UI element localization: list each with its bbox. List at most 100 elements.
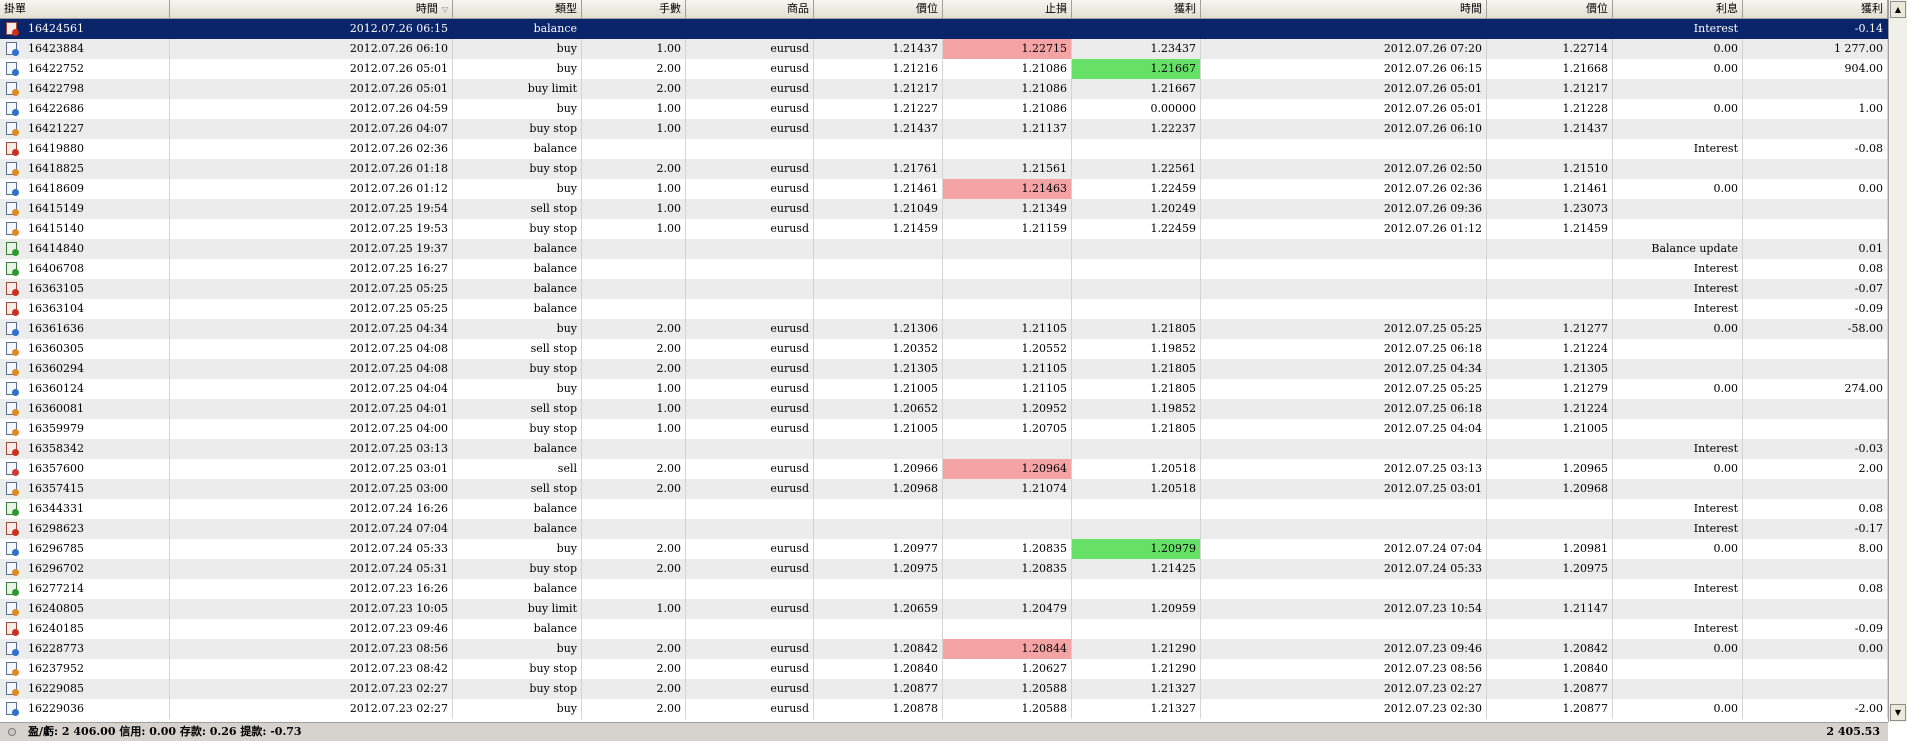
table-row[interactable]: 16296702 2012.07.24 05:31 buy stop 2.00 euru… <box>0 559 1888 579</box>
table-row[interactable]: 16229036 2012.07.23 02:27 buy 2.00 eurusd 1.2… <box>0 699 1888 719</box>
cell-text: Interest <box>1693 262 1738 275</box>
table-row[interactable]: 16415149 2012.07.25 19:54 sell stop 1.00 eur… <box>0 199 1888 219</box>
cell-text: 1.21086 <box>1021 102 1068 115</box>
cell-open-time: 2012.07.25 05:25 <box>170 279 453 299</box>
cell-close-time <box>1201 279 1487 299</box>
cell-profit <box>1743 659 1888 679</box>
cell-text: buy <box>556 62 577 75</box>
vertical-scrollbar[interactable]: ▲ ▼ <box>1888 0 1907 722</box>
table-row[interactable]: 16422752 2012.07.26 05:01 buy 2.00 eurusd 1.2… <box>0 59 1888 79</box>
column-header-take-profit[interactable]: 獲利 <box>1072 0 1201 18</box>
table-row[interactable]: 16344331 2012.07.24 16:26 balance Interest 0… <box>0 499 1888 519</box>
cell-type: buy stop <box>453 679 582 699</box>
table-row[interactable]: 16361636 2012.07.25 04:34 buy 2.00 eurusd 1.2… <box>0 319 1888 339</box>
column-header-close-time[interactable]: 時間 <box>1201 0 1487 18</box>
table-row[interactable]: 16360294 2012.07.25 04:08 buy stop 2.00 euru… <box>0 359 1888 379</box>
cell-stop-loss <box>943 499 1072 519</box>
table-row[interactable]: 16237952 2012.07.23 08:42 buy stop 2.00 euru… <box>0 659 1888 679</box>
table-row[interactable]: 16359979 2012.07.25 04:00 buy stop 1.00 euru… <box>0 419 1888 439</box>
cell-open-price: 1.21437 <box>814 39 943 59</box>
cell-text: 2012.07.25 06:18 <box>1383 342 1482 355</box>
cell-take-profit: 1.21327 <box>1072 679 1201 699</box>
cell-text: 16422752 <box>28 62 84 75</box>
table-row[interactable]: 16421227 2012.07.26 04:07 buy stop 1.00 euru… <box>0 119 1888 139</box>
cell-close-price <box>1487 299 1613 319</box>
cell-text: 1.00 <box>656 122 682 135</box>
column-header-symbol[interactable]: 商品 <box>686 0 814 18</box>
cell-text: 2012.07.25 04:08 <box>349 342 448 355</box>
table-row[interactable]: 16418609 2012.07.26 01:12 buy 1.00 eurusd 1.2… <box>0 179 1888 199</box>
scroll-down-icon[interactable]: ▼ <box>1890 704 1906 721</box>
cell-text: eurusd <box>770 322 809 335</box>
cell-open-time: 2012.07.26 02:36 <box>170 139 453 159</box>
table-row[interactable]: 16418825 2012.07.26 01:18 buy stop 2.00 euru… <box>0 159 1888 179</box>
cell-text: 1.22561 <box>1150 162 1197 175</box>
cell-symbol: eurusd <box>686 639 814 659</box>
column-header-lots[interactable]: 手數 <box>582 0 686 18</box>
cell-ticket: 16229085 <box>0 679 170 699</box>
column-header-open-time[interactable]: 時間 ▽ <box>170 0 453 18</box>
cell-text: buy stop <box>529 422 577 435</box>
table-row[interactable]: 16360305 2012.07.25 04:08 sell stop 2.00 eur… <box>0 339 1888 359</box>
cell-text: sell stop <box>530 202 577 215</box>
column-header-profit[interactable]: 獲利 <box>1743 0 1888 18</box>
scroll-up-icon[interactable]: ▲ <box>1890 1 1906 18</box>
table-row[interactable]: 16357415 2012.07.25 03:00 sell stop 2.00 eur… <box>0 479 1888 499</box>
cell-text: 1.21761 <box>892 162 939 175</box>
table-row[interactable]: 16360081 2012.07.25 04:01 sell stop 1.00 eur… <box>0 399 1888 419</box>
table-row[interactable]: 16229085 2012.07.23 02:27 buy stop 2.00 euru… <box>0 679 1888 699</box>
column-header-stop-loss[interactable]: 止損 <box>943 0 1072 18</box>
cell-text: Interest <box>1693 502 1738 515</box>
table-row[interactable]: 16360124 2012.07.25 04:04 buy 1.00 eurusd 1.2… <box>0 379 1888 399</box>
column-header-label: 止損 <box>1045 2 1067 15</box>
cell-symbol: eurusd <box>686 459 814 479</box>
cell-text: sell stop <box>530 342 577 355</box>
cell-text: 16423884 <box>28 42 84 55</box>
table-row[interactable]: 16363104 2012.07.25 05:25 balance Interest -… <box>0 299 1888 319</box>
table-row[interactable]: 16415140 2012.07.25 19:53 buy stop 1.00 euru… <box>0 219 1888 239</box>
cell-text: 0.00 <box>1713 542 1739 555</box>
cell-symbol <box>686 439 814 459</box>
cell-ticket: 16406708 <box>0 259 170 279</box>
cell-text: 2012.07.23 02:27 <box>349 702 448 715</box>
cell-text: 2012.07.26 06:10 <box>1383 122 1482 135</box>
table-row[interactable]: 16298623 2012.07.24 07:04 balance Interest -… <box>0 519 1888 539</box>
table-row[interactable]: 16358342 2012.07.25 03:13 balance Interest -… <box>0 439 1888 459</box>
cell-open-price: 1.21005 <box>814 379 943 399</box>
table-row[interactable]: 16419880 2012.07.26 02:36 balance Interest -… <box>0 139 1888 159</box>
cell-swap <box>1613 599 1743 619</box>
cell-swap: Interest <box>1613 259 1743 279</box>
cell-stop-loss <box>943 279 1072 299</box>
table-row[interactable]: 16363105 2012.07.25 05:25 balance Interest -… <box>0 279 1888 299</box>
column-header-open-price[interactable]: 價位 <box>814 0 943 18</box>
table-row[interactable]: 16424561 2012.07.26 06:15 balance Interest -… <box>0 19 1888 39</box>
table-row[interactable]: 16422798 2012.07.26 05:01 buy limit 2.00 eur… <box>0 79 1888 99</box>
table-row[interactable]: 16277214 2012.07.23 16:26 balance Interest 0… <box>0 579 1888 599</box>
cell-text: 1.21437 <box>892 122 939 135</box>
cell-text: 2012.07.25 04:04 <box>349 382 448 395</box>
table-row[interactable]: 16414840 2012.07.25 19:37 balance Balance u… <box>0 239 1888 259</box>
cell-text: -0.14 <box>1854 22 1883 35</box>
cell-lots <box>582 279 686 299</box>
table-row[interactable]: 16240805 2012.07.23 10:05 buy limit 1.00 eur… <box>0 599 1888 619</box>
table-row[interactable]: 16228773 2012.07.23 08:56 buy 2.00 eurusd 1.2… <box>0 639 1888 659</box>
cell-close-time <box>1201 299 1487 319</box>
cell-swap <box>1613 79 1743 99</box>
table-row[interactable]: 16240185 2012.07.23 09:46 balance Interest -… <box>0 619 1888 639</box>
sort-desc-icon[interactable]: ▽ <box>441 5 448 14</box>
cell-text: 1.22715 <box>1021 42 1068 55</box>
table-row[interactable]: 16296785 2012.07.24 05:33 buy 2.00 eurusd 1.2… <box>0 539 1888 559</box>
table-row[interactable]: 16423884 2012.07.26 06:10 buy 1.00 eurusd 1.2… <box>0 39 1888 59</box>
table-row[interactable]: 16422686 2012.07.26 04:59 buy 1.00 eurusd 1.2… <box>0 99 1888 119</box>
cell-take-profit: 1.21327 <box>1072 699 1201 719</box>
column-header-swap[interactable]: 利息 <box>1613 0 1743 18</box>
table-row[interactable]: 16406708 2012.07.25 16:27 balance Interest 0… <box>0 259 1888 279</box>
cell-text: eurusd <box>770 422 809 435</box>
column-header-ticket[interactable]: 掛單 <box>0 0 170 18</box>
cell-profit: -0.07 <box>1743 279 1888 299</box>
column-header-type[interactable]: 類型 <box>453 0 582 18</box>
cell-text: 2012.07.26 05:01 <box>1383 102 1482 115</box>
column-header-close-price[interactable]: 價位 <box>1487 0 1613 18</box>
cell-type: buy <box>453 379 582 399</box>
table-row[interactable]: 16357600 2012.07.25 03:01 sell 2.00 eurusd 1.… <box>0 459 1888 479</box>
